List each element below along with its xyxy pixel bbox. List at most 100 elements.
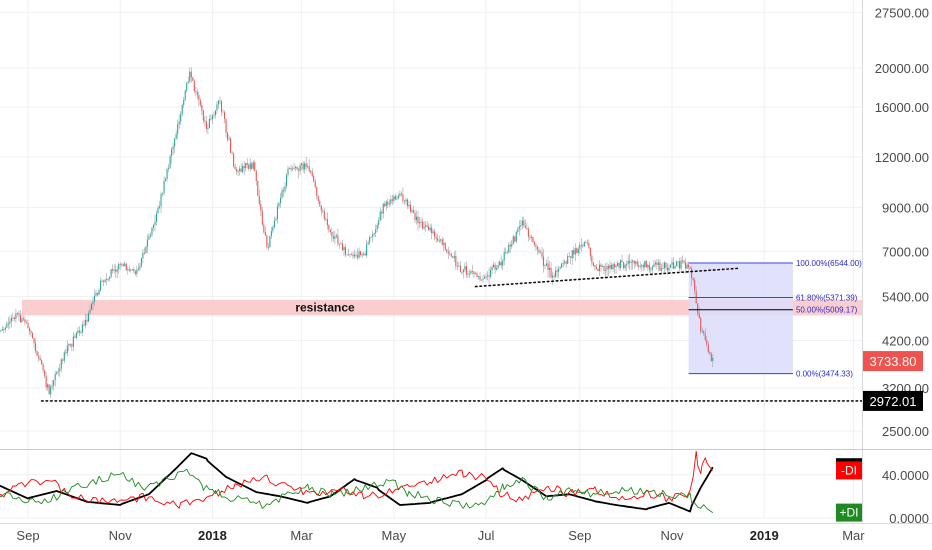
candle (589, 247, 591, 261)
candle-body (367, 242, 369, 245)
candle-body (453, 256, 455, 258)
candle (363, 252, 365, 257)
candle-body (204, 120, 206, 122)
candle-body (10, 317, 12, 322)
candle-body (326, 219, 328, 226)
candle-body (553, 275, 555, 277)
candle (196, 88, 198, 100)
candle-body (298, 169, 300, 171)
candle-body (712, 357, 714, 362)
candle (172, 142, 174, 156)
candle-body (48, 384, 50, 395)
candle-body (148, 236, 150, 240)
candle-body (440, 239, 442, 241)
candle-body (314, 181, 316, 188)
candle-body (682, 260, 684, 262)
candle (347, 248, 350, 256)
candle (420, 217, 422, 228)
candle-body (614, 264, 616, 268)
candle-body (0, 330, 2, 332)
candle-body (208, 118, 210, 128)
candle (617, 260, 619, 267)
candle (603, 264, 605, 275)
candle-body (633, 260, 635, 264)
candle (109, 275, 111, 282)
candle-body (96, 292, 99, 295)
candle-body (270, 231, 272, 237)
candle-body (334, 236, 336, 239)
candle-body (366, 244, 368, 256)
candle (125, 262, 127, 271)
resistance-zone (22, 299, 862, 316)
candle-body (411, 210, 413, 212)
candle-body (443, 243, 445, 245)
candle (700, 316, 702, 335)
candle (136, 265, 138, 278)
candle-body (361, 254, 363, 256)
candle-body (219, 100, 221, 102)
candle (3, 327, 5, 334)
candle-body (562, 263, 564, 264)
candle-body (230, 138, 232, 153)
candle-body (72, 336, 74, 347)
candle (512, 234, 514, 245)
candle-body (450, 253, 452, 257)
candle (210, 114, 212, 121)
candle-body (340, 243, 342, 245)
candle (632, 259, 634, 270)
candle (418, 217, 421, 229)
candle-body (505, 252, 507, 254)
x-tick-label: Nov (660, 528, 684, 543)
candle-body (158, 206, 161, 208)
candle (595, 264, 597, 270)
candle-body (482, 278, 484, 280)
candle-body (93, 295, 96, 302)
candle (552, 271, 554, 285)
candle-body (558, 269, 560, 272)
candle-body (83, 324, 85, 326)
candle (642, 263, 644, 271)
candle-body (317, 196, 319, 202)
candle-body (38, 355, 40, 358)
candle-body (470, 271, 472, 274)
candle-body (441, 239, 443, 245)
candle (234, 163, 236, 170)
candle (387, 198, 389, 209)
candle (465, 261, 467, 278)
candle (561, 262, 563, 269)
candle-body (626, 264, 628, 265)
candle-body (689, 267, 691, 269)
candle (36, 350, 38, 357)
candle-body (258, 195, 260, 205)
candle-body (444, 243, 446, 250)
candle-body (417, 216, 419, 224)
candle (195, 86, 197, 97)
candle-body (382, 203, 384, 214)
candle (332, 231, 334, 242)
candle (236, 167, 238, 176)
candle (27, 319, 29, 329)
candle (233, 152, 235, 168)
candle-body (87, 313, 90, 322)
candle-body (128, 269, 130, 271)
y-tick-label: 5400.00 (882, 290, 929, 305)
candle (302, 160, 304, 173)
candle-body (24, 319, 26, 323)
candle (281, 187, 283, 200)
candle (429, 224, 431, 233)
candle (366, 239, 368, 259)
candle-body (279, 197, 282, 204)
candle (152, 224, 155, 232)
candle (104, 278, 106, 284)
candle (579, 241, 581, 255)
candle (505, 247, 507, 254)
candle (473, 271, 475, 279)
candle (89, 305, 91, 316)
candle-body (242, 165, 244, 172)
candle (54, 370, 56, 387)
candle (437, 233, 439, 243)
candle (74, 334, 76, 339)
candle-body (251, 163, 253, 169)
y-tick-label: 16000.00 (875, 100, 929, 115)
candle-body (50, 386, 52, 395)
